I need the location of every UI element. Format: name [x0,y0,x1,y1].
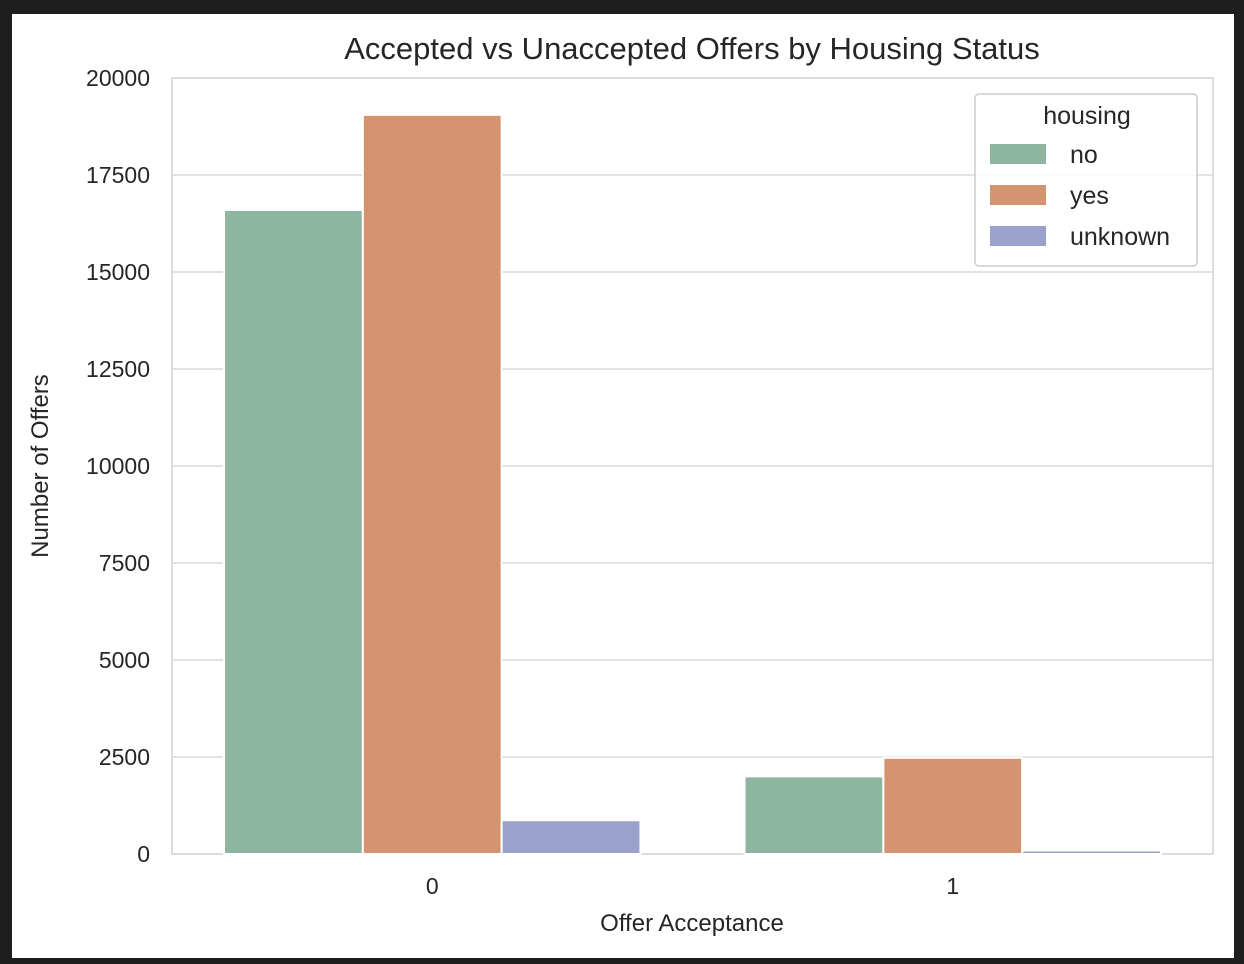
y-tick-label: 20000 [86,65,150,91]
bar-no-0 [223,208,364,856]
y-tick-label: 7500 [99,550,150,576]
y-tick-label: 0 [137,841,150,867]
bar-chart: 0 2500 5000 7500 10000 12500 15000 17500 20000 0… [27,31,1214,937]
x-axis-label: Offer Acceptance [600,910,784,937]
y-axis-label: Number of Offers [27,374,54,558]
legend-items: no yes unknown [990,141,1170,251]
y-tick-labels: 0 2500 5000 7500 10000 12500 15000 17500 20000 [86,65,150,867]
chart-title: Accepted vs Unaccepted Offers by Housing… [344,31,1040,66]
y-tick-label: 15000 [86,259,150,285]
chart-frame: 0 2500 5000 7500 10000 12500 15000 17500 20000 0… [12,14,1234,958]
bar-unknown-1 [1021,849,1162,855]
bar-yes-0 [361,113,503,856]
legend-swatch-yes [990,185,1046,205]
legend-swatch-no [990,144,1046,164]
bar-unknown-0 [500,819,642,856]
y-tick-label: 17500 [86,162,150,188]
bar-yes-1 [882,756,1024,855]
y-tick-label: 12500 [86,356,150,382]
legend: housing no yes unknown [974,93,1198,267]
legend-label-unknown: unknown [1070,223,1170,251]
legend-box [974,93,1198,267]
x-tick-label: 0 [426,873,439,899]
legend-label-no: no [1070,141,1098,169]
legend-title: housing [1043,102,1131,130]
y-tick-label: 5000 [99,647,150,673]
y-tick-label: 10000 [86,453,150,479]
bars-group [223,113,1162,856]
bar-no-1 [743,775,885,856]
y-tick-label: 2500 [99,744,150,770]
legend-swatch-unknown [990,226,1046,246]
x-tick-label: 1 [946,873,959,899]
legend-label-yes: yes [1070,182,1109,210]
